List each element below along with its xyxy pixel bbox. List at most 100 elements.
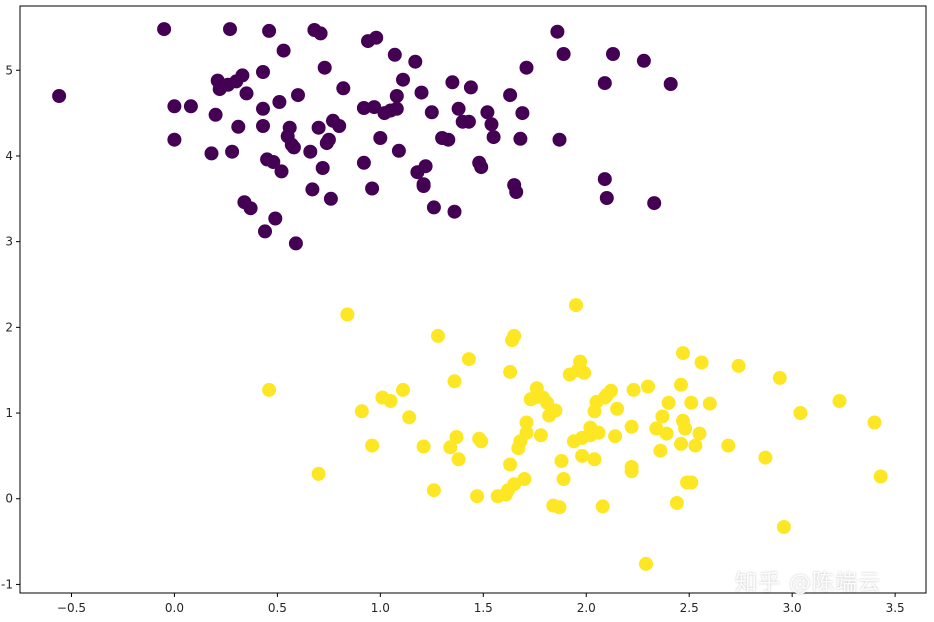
scatter-point-s0-52 (367, 100, 382, 115)
scatter-point-s0-36 (305, 182, 320, 197)
scatter-point-s0-72 (445, 75, 460, 90)
scatter-point-s0-27 (274, 164, 289, 179)
scatter-point-s0-57 (387, 47, 402, 62)
scatter-point-s1-47 (569, 298, 583, 313)
scatter-point-s1-78 (674, 377, 688, 392)
scatter-point-s1-27 (507, 477, 522, 492)
scatter-point-s0-59 (389, 101, 404, 116)
scatter-point-s0-87 (515, 106, 530, 121)
scatter-point-s1-4 (365, 438, 380, 453)
scatter-point-s1-23 (503, 457, 518, 472)
scatter-point-s1-9 (416, 439, 431, 454)
scatter-point-s1-81 (678, 421, 693, 436)
scatter-point-s0-97 (647, 196, 662, 211)
scatter-point-s0-21 (258, 224, 272, 239)
scatter-point-s1-13 (447, 374, 462, 389)
scatter-point-s0-58 (389, 89, 404, 103)
scatter-point-s0-25 (268, 211, 283, 226)
x-tick-label: −0.5 (57, 601, 86, 615)
scatter-point-s0-14 (235, 68, 250, 83)
scatter-point-s1-41 (548, 403, 563, 418)
scatter-point-s0-92 (597, 172, 612, 187)
scatter-point-s0-34 (291, 88, 305, 103)
scatter-point-s1-59 (595, 499, 610, 514)
scatter-point-s0-32 (286, 140, 301, 155)
scatter-point-s0-35 (303, 144, 318, 159)
scatter-point-s0-67 (418, 159, 433, 174)
watermark-text: 知乎 @陈端云 (735, 571, 881, 596)
scatter-point-s1-49 (573, 354, 588, 369)
scatter-point-s1-93 (776, 520, 791, 534)
scatter-point-s0-93 (597, 76, 612, 91)
scatter-point-s0-47 (336, 81, 351, 96)
scatter-point-s1-6 (383, 394, 398, 408)
scatter-point-s1-75 (661, 395, 676, 410)
scatter-point-s1-90 (731, 358, 746, 373)
x-tick-label: 1.0 (371, 601, 390, 615)
plot-frame (19, 5, 927, 594)
scatter-point-s1-77 (674, 436, 688, 451)
scatter-point-s0-20 (256, 101, 270, 116)
scatter-point-s1-67 (624, 464, 639, 479)
scatter-point-s1-14 (449, 430, 464, 444)
scatter-point-s0-88 (519, 60, 534, 75)
scatter-point-s1-83 (684, 475, 699, 490)
scatter-point-s0-85 (509, 185, 524, 199)
scatter-point-s0-62 (408, 54, 423, 69)
scatter-point-s0-46 (332, 119, 347, 133)
scatter-point-s1-12 (443, 440, 458, 455)
scatter-point-s0-16 (239, 86, 254, 101)
scatter-point-s0-5 (204, 146, 219, 161)
scatter-point-s0-91 (556, 47, 571, 61)
scatter-point-s0-66 (416, 177, 431, 192)
scatter-point-s1-73 (655, 409, 670, 424)
scatter-point-s1-62 (604, 383, 618, 398)
scatter-point-s1-1 (311, 466, 326, 481)
scatter-point-s1-44 (556, 472, 571, 486)
scatter-point-s0-90 (552, 132, 567, 147)
scatter-point-s1-26 (507, 328, 522, 343)
scatter-point-s0-68 (424, 105, 439, 120)
scatter-point-s1-84 (684, 395, 699, 410)
scatter-point-s0-98 (663, 77, 678, 91)
scatter-point-s0-10 (223, 22, 237, 37)
scatter-point-s0-60 (391, 143, 406, 158)
scatter-point-s1-10 (426, 483, 441, 498)
scatter-point-s1-65 (624, 419, 639, 434)
scatter-point-s0-81 (484, 117, 499, 132)
scatter-point-s1-11 (431, 328, 445, 343)
scatter-point-s0-40 (315, 161, 330, 175)
scatter-point-s0-79 (474, 160, 489, 175)
y-tick-label: 4 (5, 149, 13, 163)
scatter-point-s0-77 (463, 80, 478, 95)
scatter-point-s0-64 (414, 85, 429, 100)
scatter-point-s0-89 (550, 24, 565, 39)
scatter-point-s0-28 (276, 43, 291, 58)
scatter-point-s0-73 (447, 204, 462, 219)
y-tick-label: 3 (5, 235, 13, 249)
scatter-point-s1-64 (610, 401, 625, 416)
scatter-point-s1-0 (262, 382, 277, 397)
scatter-point-s1-96 (867, 415, 882, 430)
scatter-point-s0-80 (480, 105, 495, 120)
scatter-point-s0-13 (231, 119, 246, 134)
scatter-point-s0-51 (365, 181, 380, 196)
scatter-point-s1-31 (519, 415, 534, 430)
scatter-point-s1-89 (721, 438, 736, 453)
x-tick-label: 2.5 (680, 601, 699, 615)
scatter-point-s0-69 (426, 200, 441, 215)
scatter-point-s0-43 (321, 132, 336, 147)
points-layer (52, 22, 888, 571)
scatter-point-s0-41 (317, 60, 332, 75)
scatter-point-s1-7 (396, 382, 410, 397)
scatter-point-s1-74 (659, 426, 674, 441)
scatter-point-s0-1 (157, 22, 172, 37)
scatter-point-s0-24 (266, 155, 281, 169)
scatter-point-s1-3 (354, 404, 369, 419)
scatter-point-s1-52 (577, 365, 592, 380)
scatter-point-s0-0 (52, 89, 67, 103)
scatter-point-s0-18 (256, 65, 270, 79)
scatter-point-s0-82 (486, 130, 501, 145)
scatter-point-s1-86 (692, 426, 707, 441)
